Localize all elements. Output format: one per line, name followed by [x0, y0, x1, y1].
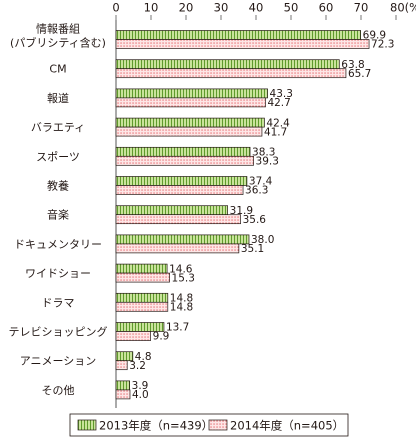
- value-label-2013: 4.8: [135, 351, 152, 363]
- value-label-2013: 37.4: [249, 176, 273, 188]
- x-tick-label: 50: [284, 1, 299, 15]
- x-axis-ticks: 0 10 20 30 40 50 60 70 80(%): [112, 1, 416, 20]
- category-label: ドラマ: [42, 296, 75, 309]
- value-label-2013: 3.9: [132, 380, 149, 392]
- x-tick-label: 80(%): [390, 1, 416, 15]
- category-label: 教養: [47, 179, 69, 193]
- x-tick-label: 30: [214, 1, 229, 15]
- category-label: CM: [49, 63, 66, 76]
- value-label-2014: 35.6: [243, 214, 267, 226]
- bar-2013: [115, 263, 168, 274]
- bar-2013: [115, 88, 268, 99]
- category-label: 情報番組: [36, 23, 80, 36]
- value-label-2014: 3.2: [129, 360, 146, 372]
- category-label: ドキュメンタリー: [14, 238, 102, 251]
- category-label: アニメーション: [20, 355, 97, 368]
- legend-label-2013: 2013年度（n=439）: [99, 419, 213, 433]
- value-label-2013: 14.6: [169, 263, 193, 275]
- bar-2014: [115, 301, 169, 312]
- x-tick-label: 70: [354, 1, 369, 15]
- value-label-2014: 9.9: [153, 331, 170, 343]
- value-label-2013: 43.3: [270, 88, 293, 100]
- value-label-2013: 38.0: [251, 234, 274, 246]
- category-label: 音楽: [47, 208, 69, 222]
- bar-2013: [115, 176, 248, 186]
- bar-2013: [115, 30, 361, 40]
- value-label-2013: 42.4: [266, 117, 290, 129]
- legend-label-2014: 2014年度（n=405）: [230, 419, 344, 433]
- bar-2014: [115, 243, 240, 254]
- x-tick-label: 40: [249, 1, 264, 15]
- value-label-2013: 13.7: [166, 322, 189, 334]
- category-label: スポーツ: [36, 150, 80, 163]
- category-label: その他: [42, 384, 75, 397]
- x-tick-label: 0: [112, 1, 119, 15]
- bar-2014: [115, 39, 370, 49]
- bar-2014: [115, 155, 254, 166]
- bar-2014: [115, 214, 241, 225]
- x-tick-label: 20: [179, 1, 194, 15]
- legend-swatch-2014: [208, 419, 228, 431]
- bar-2014: [115, 360, 128, 371]
- value-label-2014: 14.8: [170, 302, 193, 314]
- category-label: ワイドショー: [25, 267, 91, 280]
- value-label-2014: 39.3: [256, 156, 279, 168]
- value-label-2014: 36.3: [245, 185, 268, 197]
- bar-2014: [115, 126, 263, 137]
- value-label-2013: 31.9: [230, 205, 253, 217]
- bars: 69.972.3 63.865.7 43.342.7 42.441.7 38.339.3…: [115, 30, 394, 401]
- value-label-2014: 42.7: [267, 97, 290, 109]
- value-label-2014: 35.1: [241, 243, 264, 255]
- bar-2013: [115, 146, 251, 157]
- bar-2013: [115, 234, 250, 245]
- bar-2013: [115, 117, 265, 128]
- x-tick-label: 10: [144, 1, 159, 15]
- category-label: (パブリシティ含む): [10, 36, 106, 50]
- category-label: テレビショッピング: [9, 325, 108, 339]
- value-label-2014: 65.7: [348, 68, 371, 80]
- value-label-2014: 4.0: [132, 389, 149, 401]
- bar-2014: [115, 185, 244, 195]
- bar-2013: [115, 380, 130, 391]
- value-label-2014: 41.7: [264, 126, 287, 138]
- category-label: バラエティ: [31, 121, 85, 134]
- x-tick-label: 60: [319, 1, 334, 15]
- bar-2013: [115, 59, 340, 70]
- bar-2014: [115, 331, 152, 341]
- bar-2013: [115, 205, 229, 216]
- legend: 2013年度（n=439） 2014年度（n=405）: [69, 413, 349, 437]
- category-labels: 情報番組(パブリシティ含む) CM 報道バラエティスポーツ教養音楽ドキュメンタリーワ…: [9, 23, 108, 397]
- value-label-2013: 14.8: [170, 293, 193, 305]
- legend-swatch-2013: [77, 419, 97, 431]
- value-label-2014: 15.3: [172, 272, 195, 284]
- bar-2014: [115, 389, 131, 400]
- bar-2014: [115, 68, 347, 79]
- bar-2014: [115, 272, 170, 283]
- value-label-2014: 72.3: [371, 39, 394, 51]
- value-label-2013: 69.9: [363, 30, 386, 42]
- category-label: 報道: [47, 91, 69, 105]
- bar-2013: [115, 292, 169, 303]
- value-label-2013: 63.8: [341, 59, 364, 71]
- bar-2014: [115, 97, 266, 108]
- value-label-2013: 38.3: [252, 147, 275, 159]
